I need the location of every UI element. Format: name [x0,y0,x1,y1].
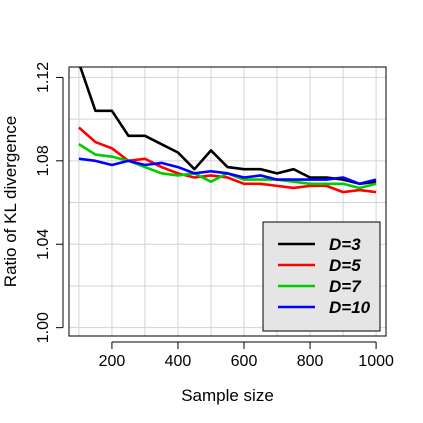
series-line-4 [78,157,377,186]
legend-label-2: D=5 [329,256,361,275]
legend-label-3: D=7 [329,277,362,296]
y-axis: 1.00 1.04 1.08 1.12 [35,62,64,343]
x-tick-label: 400 [165,353,192,370]
x-axis: 200 400 600 800 1000 [99,341,394,370]
x-axis-title: Sample size [181,386,274,405]
legend-label-4: D=10 [329,298,371,317]
x-tick-label: 1000 [358,353,394,370]
y-tick-label: 1.08 [35,145,52,176]
x-tick-label: 800 [297,353,324,370]
y-tick-label: 1.00 [35,312,52,343]
y-axis-title: Ratio of KL divergence [1,116,20,287]
series-lines [78,67,377,194]
plot-frame [68,66,387,337]
legend-label-1: D=3 [329,235,361,254]
x-tick-label: 600 [231,353,258,370]
legend: D=3 D=5 D=7 D=10 [262,221,381,332]
x-tick-label: 200 [99,353,126,370]
series-line-1 [78,67,377,186]
y-tick-label: 1.12 [35,62,52,93]
legend-box [262,221,381,332]
y-tick-label: 1.04 [35,229,52,260]
